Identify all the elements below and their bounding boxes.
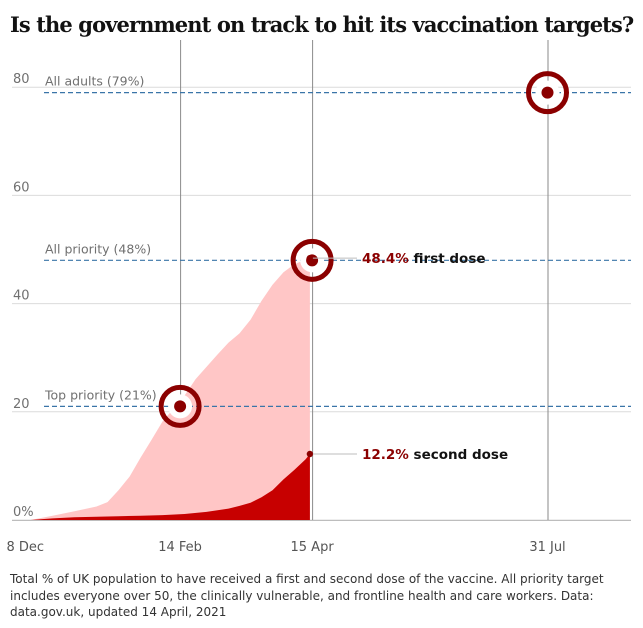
annotation-text: second dose (409, 447, 508, 463)
annotation-dot (306, 450, 314, 458)
annotation-value: 12.2% (362, 447, 409, 463)
target-ring (158, 384, 202, 428)
annotation-label: 48.4% first dose (362, 251, 486, 267)
first-dose-area (30, 258, 310, 520)
x-tick-label: 15 Apr (291, 540, 335, 555)
target-label: All priority (48%) (45, 241, 151, 256)
chart-caption: Total % of UK population to have receive… (10, 572, 604, 619)
y-tick-label: 0% (13, 505, 34, 520)
y-tick-label: 80 (13, 72, 30, 87)
target-bullseye (174, 400, 187, 413)
target-ring (290, 238, 334, 282)
target-bullseye (541, 86, 554, 99)
x-tick-label: 8 Dec (7, 540, 45, 555)
y-tick-label: 40 (13, 289, 30, 304)
y-tick-label: 60 (13, 180, 30, 195)
target-label: Top priority (21%) (44, 387, 157, 402)
annotation-value: 48.4% (362, 251, 409, 267)
chart-title: Is the government on track to hit its va… (10, 12, 634, 37)
x-tick-label: 14 Feb (158, 540, 202, 555)
target-ring (526, 71, 569, 115)
annotation-dot (306, 254, 314, 262)
target-label: All adults (79%) (45, 74, 144, 89)
annotation-text: first dose (409, 251, 486, 267)
second-dose-area (30, 454, 310, 520)
x-tick-label: 31 Jul (529, 540, 565, 555)
y-tick-label: 20 (13, 397, 30, 412)
annotation-label: 12.2% second dose (362, 447, 508, 463)
